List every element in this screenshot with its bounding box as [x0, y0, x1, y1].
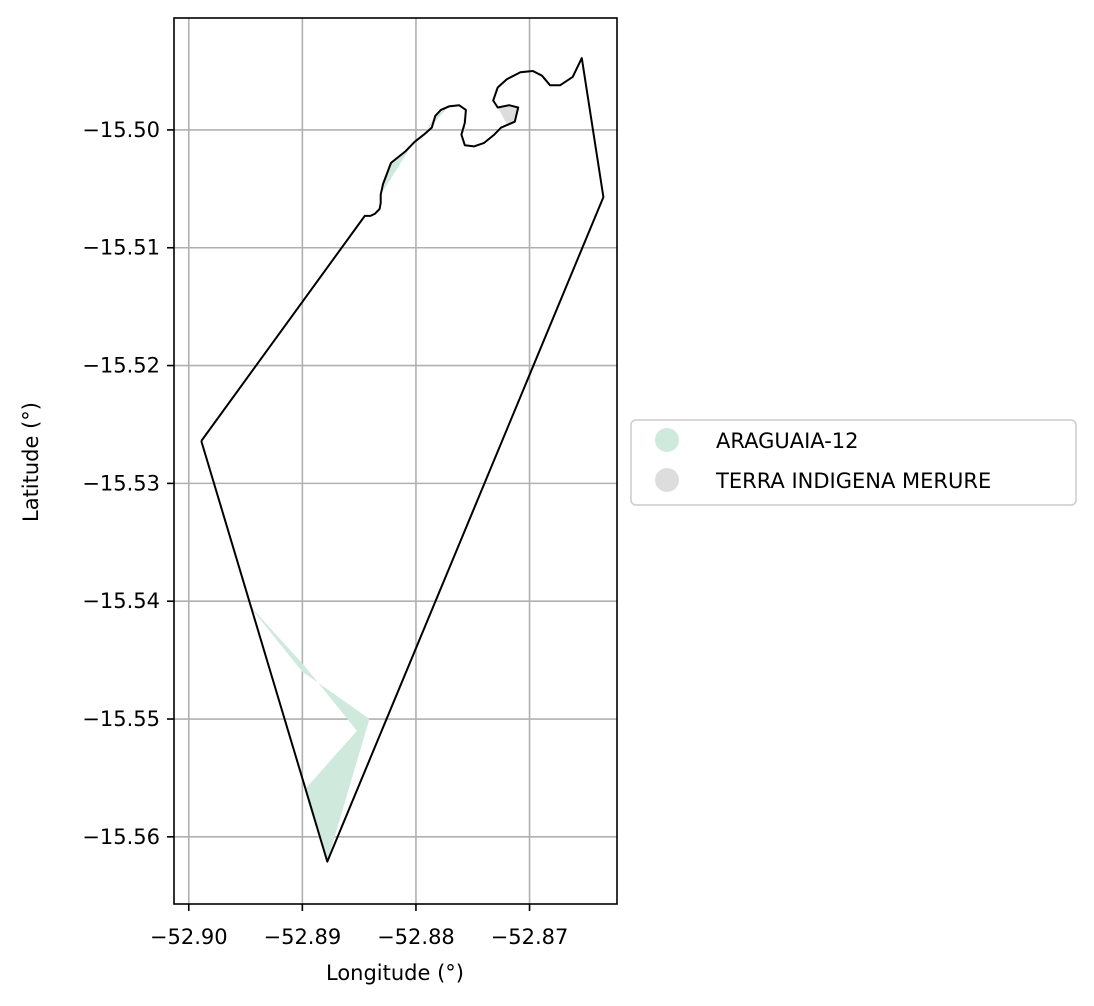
y-tick-label: −15.50 [82, 118, 160, 142]
y-tick-label: −15.52 [82, 354, 160, 378]
x-axis-label: Longitude (°) [326, 961, 464, 985]
x-tick-label: −52.88 [377, 925, 455, 949]
x-tick-label: −52.87 [491, 925, 569, 949]
y-tick-label: −15.55 [82, 707, 160, 731]
legend-label-terra-indigena-merure: TERRA INDIGENA MERURE [715, 469, 991, 493]
legend-marker-terra-indigena-merure [655, 468, 679, 492]
legend: ARAGUAIA-12 TERRA INDIGENA MERURE [631, 420, 1076, 505]
legend-label-araguaia-12: ARAGUAIA-12 [716, 429, 859, 453]
y-axis-label: Latitude (°) [19, 402, 43, 522]
x-tick-label: −52.90 [150, 925, 228, 949]
y-tick-label: −15.56 [82, 825, 160, 849]
x-tick-label: −52.89 [263, 925, 341, 949]
y-tick-label: −15.51 [82, 236, 160, 260]
legend-marker-araguaia-12 [655, 428, 679, 452]
y-tick-label: −15.54 [82, 589, 160, 613]
y-tick-label: −15.53 [82, 471, 160, 495]
